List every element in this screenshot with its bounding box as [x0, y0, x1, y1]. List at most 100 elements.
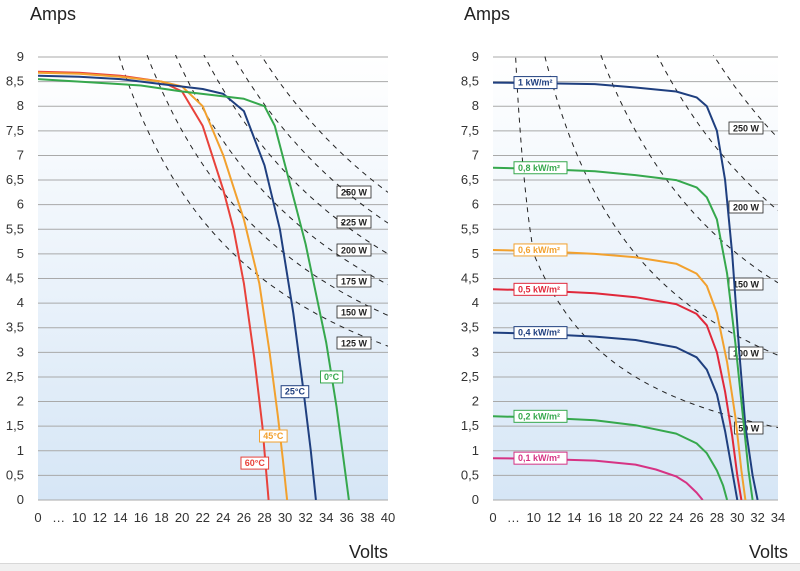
y-tick-label: 8: [472, 98, 479, 113]
power-curve-150w: [600, 55, 778, 284]
y-tick-label: 0,5: [461, 467, 479, 482]
y-tick-label: 7: [472, 147, 479, 162]
series-tag-box: [513, 282, 568, 296]
power-curve-150w: [146, 55, 388, 316]
y-tick-label: 6: [17, 197, 24, 212]
y-tick-label: 0: [17, 492, 24, 507]
y-tick-label: 9: [472, 49, 479, 64]
x-tick-label: 0: [34, 510, 41, 525]
series-line: [38, 78, 350, 500]
power-curve-125w: [118, 55, 388, 347]
series-tag-box: [259, 429, 288, 443]
x-tick-label: …: [52, 510, 65, 525]
power-tag-box: [336, 305, 372, 319]
y-tick-label: 7,5: [461, 123, 479, 138]
x-tick-label: 16: [134, 510, 148, 525]
power-tag-label: 175 W: [341, 277, 368, 287]
series-tag-label: 1 kW/m²: [518, 78, 553, 88]
y-tick-label: 1,5: [461, 418, 479, 433]
y-tick-label: 3: [17, 344, 24, 359]
series-tag-box: [240, 456, 270, 470]
x-tick-label: 26: [237, 510, 251, 525]
x-tick-label: 10: [72, 510, 86, 525]
power-tag-box: [728, 121, 764, 135]
series-tag-label: 60°C: [245, 458, 266, 468]
y-tick-label: 0,5: [6, 467, 24, 482]
y-tick-label: 4: [17, 295, 24, 310]
series-line: [493, 288, 743, 500]
power-tag-label: 100 W: [733, 349, 760, 359]
y-tick-label: 3: [472, 344, 479, 359]
series-tag-label: 0,6 kW/m²: [518, 245, 560, 255]
x-tick-label: 36: [340, 510, 354, 525]
series-tag-label: 25°C: [285, 387, 306, 397]
x-tick-label: 18: [608, 510, 622, 525]
x-tick-label: 24: [216, 510, 230, 525]
y-tick-label: 2: [472, 394, 479, 409]
power-tag-label: 200 W: [341, 246, 368, 256]
series-tag-label: 0°C: [324, 372, 340, 382]
x-tick-label: 30: [278, 510, 292, 525]
power-tag-label: 225 W: [341, 218, 368, 228]
power-tag-label: 150 W: [341, 308, 368, 318]
series-tag-box: [513, 243, 568, 257]
x-tick-label: …: [507, 510, 520, 525]
power-tag-label: 250 W: [341, 188, 368, 198]
x-tick-label: 16: [588, 510, 602, 525]
y-tick-label: 7: [17, 147, 24, 162]
x-tick-label: 40: [381, 510, 395, 525]
series-tag-box: [280, 385, 310, 399]
x-tick-label: 32: [298, 510, 312, 525]
power-tag-box: [728, 200, 764, 214]
series-tag-label: 0,2 kW/m²: [518, 411, 560, 421]
x-axis-title: Volts: [749, 542, 788, 562]
power-curve-200w: [203, 55, 388, 255]
y-tick-label: 3,5: [461, 320, 479, 335]
power-tag-label: 150 W: [733, 280, 760, 290]
y-tick-label: 7,5: [6, 123, 24, 138]
series-tag-label: 0,5 kW/m²: [518, 284, 560, 294]
x-tick-label: 14: [113, 510, 127, 525]
y-tick-label: 4,5: [461, 271, 479, 286]
series-line: [493, 166, 754, 500]
x-tick-label: 22: [195, 510, 209, 525]
x-tick-label: 18: [154, 510, 168, 525]
series-line: [493, 331, 739, 500]
irradiance-iv-chart: 0 0,5 1 1,5 2 2,5 3 3,5 4 4,5 5 5,5 6 6,5 7 7,5 8 8,5 9 0 … 1…: [461, 4, 788, 562]
y-tick-label: 8,5: [6, 74, 24, 89]
x-tick-label: 22: [649, 510, 663, 525]
y-tick-label: 1: [17, 443, 24, 458]
x-tick-label: 12: [547, 510, 561, 525]
y-tick-label: 5: [17, 246, 24, 261]
x-tick-label: 34: [771, 510, 785, 525]
power-tag-label: 200 W: [733, 203, 760, 213]
x-tick-label: 0: [489, 510, 496, 525]
y-axis-title: Amps: [30, 4, 76, 24]
x-tick-label: 28: [257, 510, 271, 525]
power-tag-box: [336, 243, 372, 257]
x-tick-label: 20: [175, 510, 189, 525]
x-tick-label: 32: [750, 510, 764, 525]
series-tag-box: [513, 409, 568, 423]
series-tag-label: 0,4 kW/m²: [518, 328, 560, 338]
series-tag-label: 45°C: [263, 431, 284, 441]
y-tick-label: 1,5: [6, 418, 24, 433]
x-tick-label: 26: [689, 510, 703, 525]
series-tag-box: [513, 326, 568, 340]
y-tick-label: 1: [472, 443, 479, 458]
series-line: [493, 81, 759, 500]
power-tag-label: 125 W: [341, 339, 368, 349]
y-tick-label: 5: [472, 246, 479, 261]
y-tick-label: 8,5: [461, 74, 479, 89]
power-tag-box: [734, 421, 764, 435]
x-tick-label: 20: [628, 510, 642, 525]
y-tick-label: 4: [472, 295, 479, 310]
x-tick-label: 30: [730, 510, 744, 525]
series-tag-label: 0,8 kW/m²: [518, 163, 560, 173]
y-tick-label: 2,5: [6, 369, 24, 384]
y-tick-label: 2: [17, 394, 24, 409]
series-line: [38, 71, 289, 500]
x-tick-label: 14: [567, 510, 581, 525]
y-axis-title: Amps: [464, 4, 510, 24]
